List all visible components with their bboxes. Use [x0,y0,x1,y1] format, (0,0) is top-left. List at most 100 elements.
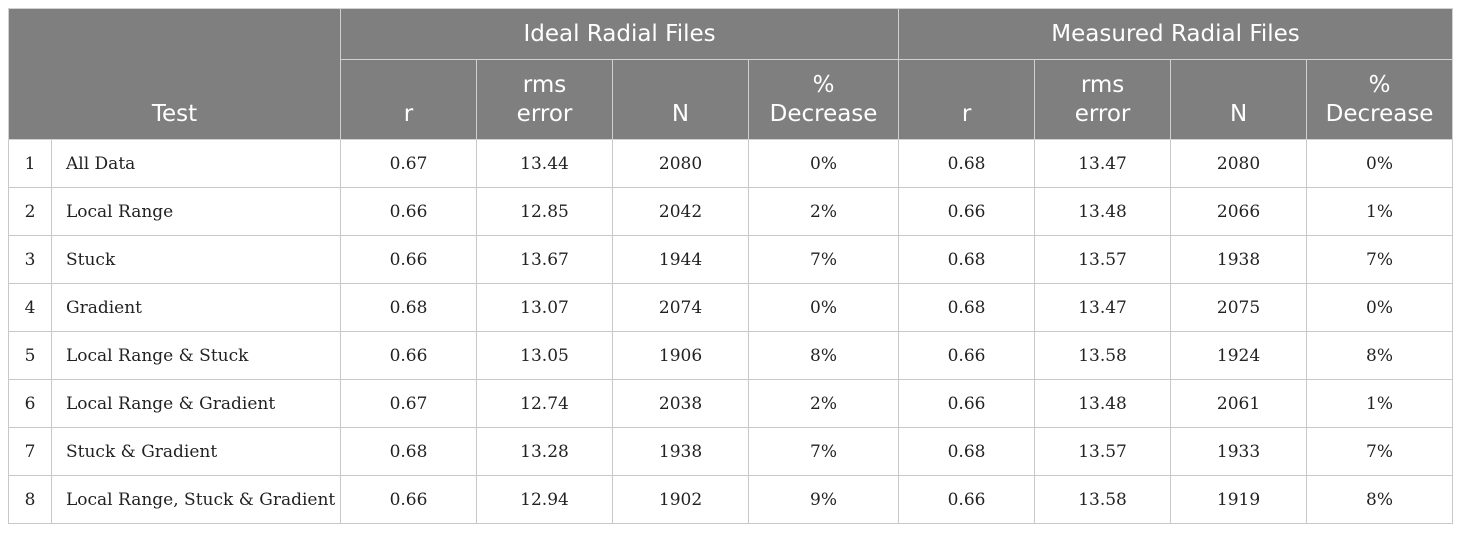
cell: 7% [748,427,900,476]
table-row: 5 Local Range & Stuck 0.66 13.05 1906 8% 0.66 1… [8,331,1454,380]
cell: 12.85 [476,187,614,236]
column-header: rms error [1034,59,1172,140]
cell: 1902 [612,475,750,524]
cell: 0.66 [340,235,478,284]
table-body: 1 All Data 0.67 13.44 2080 0% 0.68 13.47 2080 0% 2… [8,139,1454,524]
cell: 0.68 [898,427,1036,476]
group-header: Measured Radial Files [898,8,1454,60]
cell: 9% [748,475,900,524]
cell: 2038 [612,379,750,428]
cell: 0.68 [898,283,1036,332]
cell: 1944 [612,235,750,284]
cell: 0% [1306,139,1454,188]
cell: 13.48 [1034,187,1172,236]
results-table: Test Ideal Radial Files Measured Radial Fi… [7,8,1454,524]
test-header: Test [7,8,342,140]
table-header: Test Ideal Radial Files Measured Radial Fi… [7,8,1454,140]
column-header: % Decrease [748,59,900,140]
cell: 13.07 [476,283,614,332]
cell: 13.58 [1034,475,1172,524]
cell: 13.57 [1034,235,1172,284]
cell: 13.47 [1034,283,1172,332]
cell: 1% [1306,187,1454,236]
table-row: 6 Local Range & Gradient 0.67 12.74 2038 2% 0.… [8,379,1454,428]
cell: 2080 [612,139,750,188]
cell: 7% [1306,235,1454,284]
cell: 0.68 [340,427,478,476]
cell: 0.68 [898,139,1036,188]
test-name: Stuck & Gradient [50,427,342,476]
cell: 0.66 [340,475,478,524]
test-name: Local Range [50,187,342,236]
cell: 1938 [612,427,750,476]
cell: 2080 [1170,139,1308,188]
cell: 2% [748,187,900,236]
cell: 0.66 [340,331,478,380]
cell: 1938 [1170,235,1308,284]
table-row: 1 All Data 0.67 13.44 2080 0% 0.68 13.47 2080 0% [8,139,1454,188]
cell: 1933 [1170,427,1308,476]
test-name: Local Range & Gradient [50,379,342,428]
header-row: Test Ideal Radial Files Measured Radial Fi… [7,8,1454,140]
cell: 1924 [1170,331,1308,380]
cell: 2066 [1170,187,1308,236]
row-number: 7 [8,427,52,476]
cell: 1% [1306,379,1454,428]
cell: 12.94 [476,475,614,524]
cell: 7% [1306,427,1454,476]
cell: 13.05 [476,331,614,380]
cell: 13.44 [476,139,614,188]
cell: 0.68 [898,235,1036,284]
cell: 13.47 [1034,139,1172,188]
cell: 0.67 [340,139,478,188]
cell: 0% [1306,283,1454,332]
cell: 0.67 [340,379,478,428]
row-number: 3 [8,235,52,284]
column-header-text: % Decrease [769,72,878,127]
cell: 13.58 [1034,331,1172,380]
cell: 0% [748,283,900,332]
table-row: 8 Local Range, Stuck & Gradient 0.66 12.94 1… [8,475,1454,524]
cell: 8% [1306,331,1454,380]
column-header-text: rms error [1074,72,1131,127]
table-row: 7 Stuck & Gradient 0.68 13.28 1938 7% 0.68 13.5… [8,427,1454,476]
test-name: Gradient [50,283,342,332]
row-number: 1 [8,139,52,188]
row-number: 8 [8,475,52,524]
test-name: Stuck [50,235,342,284]
cell: 13.48 [1034,379,1172,428]
cell: 13.67 [476,235,614,284]
column-header-text: r [961,101,972,127]
cell: 13.28 [476,427,614,476]
cell: 0.66 [340,187,478,236]
cell: 0.66 [898,475,1036,524]
row-number: 4 [8,283,52,332]
column-header-text: N [671,101,690,127]
cell: 0% [748,139,900,188]
group-header: Ideal Radial Files [340,8,900,60]
cell: 8% [1306,475,1454,524]
cell: 12.74 [476,379,614,428]
header-row: r rms error N % Decrease r rms error N % Decrea… [9,59,1454,140]
row-number: 2 [8,187,52,236]
column-header: rms error [476,59,614,140]
cell: 1906 [612,331,750,380]
column-header-text: % Decrease [1325,72,1434,127]
cell: 2075 [1170,283,1308,332]
cell: 2074 [612,283,750,332]
cell: 0.68 [340,283,478,332]
cell: 0.66 [898,187,1036,236]
column-header: % Decrease [1306,59,1454,140]
column-header-text: rms error [516,72,573,127]
column-header: N [612,59,750,140]
cell: 2% [748,379,900,428]
table-row: 3 Stuck 0.66 13.67 1944 7% 0.68 13.57 1938 7% [8,235,1454,284]
cell: 7% [748,235,900,284]
table-row: 4 Gradient 0.68 13.07 2074 0% 0.68 13.47 2075 0% [8,283,1454,332]
cell: 1919 [1170,475,1308,524]
cell: 0.66 [898,379,1036,428]
column-header: r [898,59,1036,140]
table-row: 2 Local Range 0.66 12.85 2042 2% 0.66 13.48 2066… [8,187,1454,236]
cell: 8% [748,331,900,380]
